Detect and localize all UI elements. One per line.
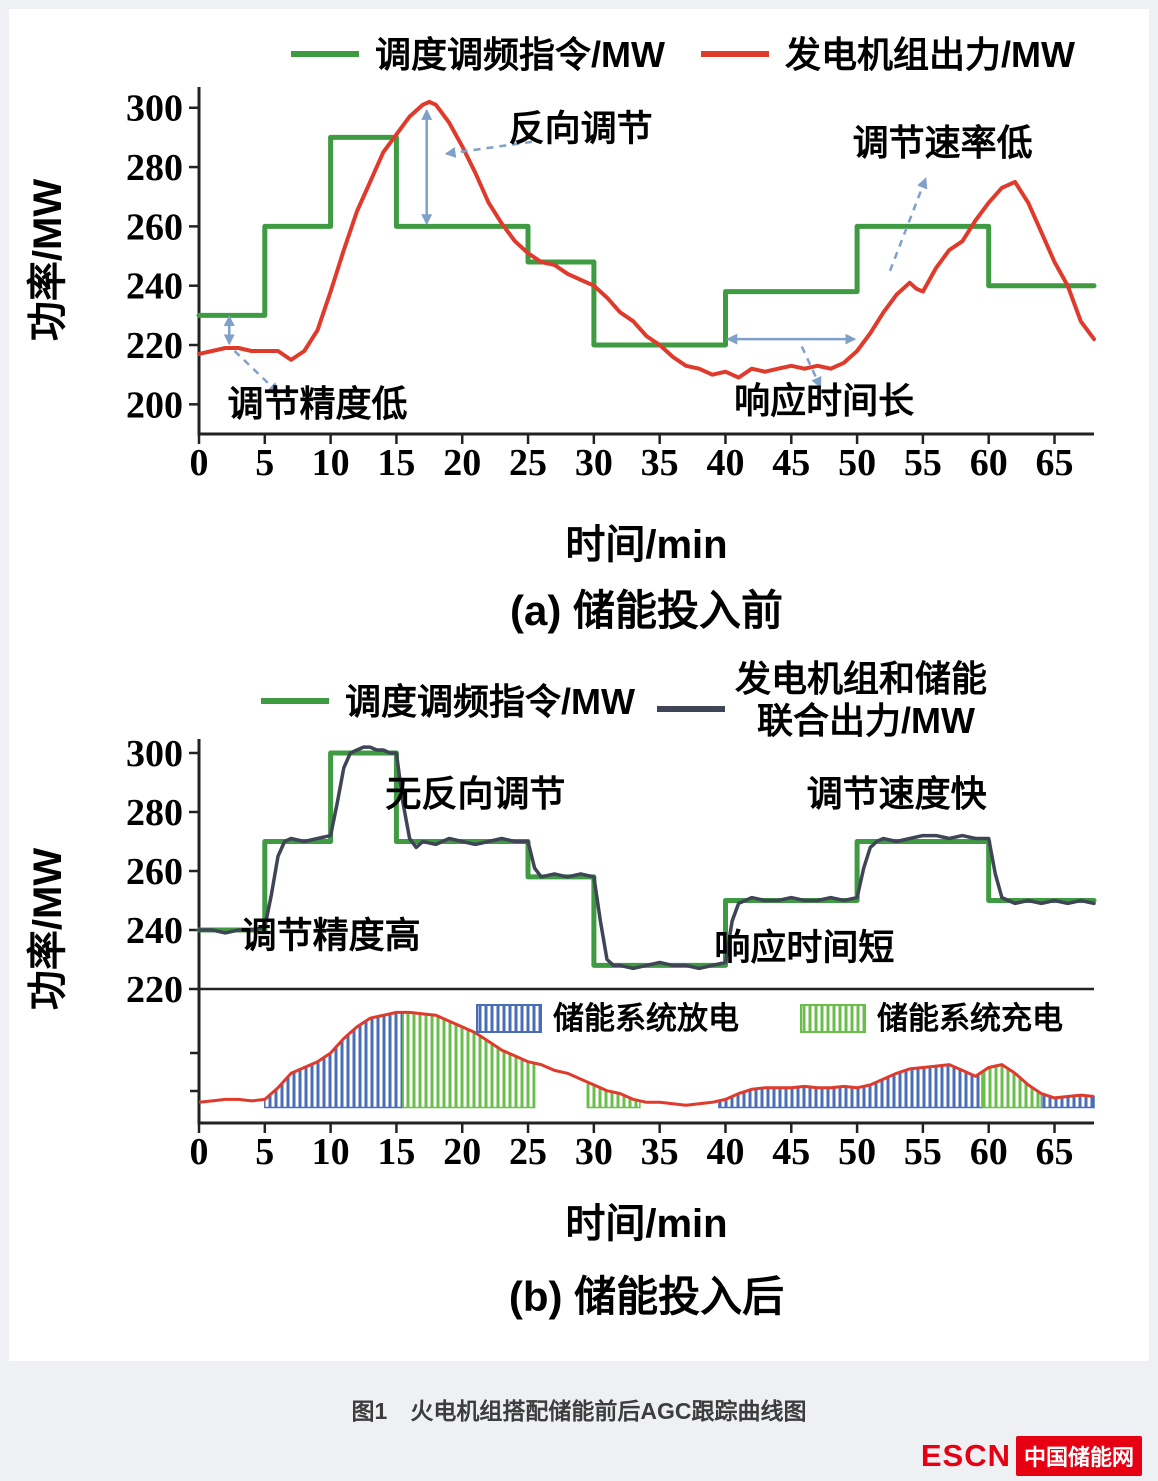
y-axis-label: 功率/MW [26,848,70,1010]
chart-panel-b: 0 5 10 15 20 25 30 35 40 45 50 55 60 65 220 240 260 280 30… [26,658,1097,1320]
figure-card: 0 5 10 15 20 25 30 35 40 45 50 55 60 65 200 220 240 260 28… [9,9,1149,1361]
storage-legend-swatch [800,1004,866,1033]
x-tick-label: 25 [509,1131,547,1173]
legend-label: 发电机组出力/MW [785,34,1075,75]
storage-legend-label: 储能系统放电 [553,1001,739,1036]
x-tick-label: 0 [190,1131,209,1173]
x-tick-label: 5 [255,442,274,484]
x-tick-label: 45 [772,442,810,484]
x-tick-label: 30 [575,1131,613,1173]
storage-strip: 储能系统放电 储能系统充电 [190,1001,1095,1109]
x-tick-label: 10 [312,1131,350,1173]
legend-label: 调度调频指令/MW [375,34,665,75]
x-tick-label: 45 [772,1131,810,1173]
legend-label: 联合出力/MW [757,700,975,741]
y-tick-label: 300 [126,88,183,130]
y-tick-label: 260 [126,851,183,893]
panel-title: (a) 储能投入前 [510,587,783,634]
storage-legend-label: 储能系统充电 [877,1001,1063,1036]
y-tick-label: 240 [126,266,183,308]
annotation-text: 反向调节 [509,107,653,148]
escn-logo: ESCN 中国储能网 [921,1436,1142,1476]
annotation-arrows [223,108,928,394]
panel-title: (b) 储能投入后 [509,1273,784,1320]
y-tick-label: 240 [126,910,183,952]
x-tick-label: 25 [509,442,547,484]
chart-panel-a: 0 5 10 15 20 25 30 35 40 45 50 55 60 65 200 220 240 260 28… [26,34,1097,634]
x-tick-label: 40 [706,1131,744,1173]
x-tick-label: 40 [706,442,744,484]
x-tick-label: 0 [190,442,209,484]
discharge-region [264,1011,404,1109]
x-tick-label: 65 [1036,1131,1074,1173]
y-tick-label: 220 [126,969,183,1011]
x-tick-label: 65 [1036,442,1074,484]
series-command [196,134,1097,348]
y-tick-label: 260 [126,206,183,248]
y-tick-label: 280 [126,147,183,189]
x-tick-label: 5 [255,1131,274,1173]
figure-caption: 图1 火电机组搭配储能前后AGC跟踪曲线图 [351,1398,807,1424]
annotation-text: 调节速度快 [807,773,988,814]
legend-label: 发电机组和储能 [735,658,987,699]
legend: 调度调频指令/MW 发电机组出力/MW [291,34,1075,75]
x-axis-label: 时间/min [565,1202,727,1246]
annotation-text: 响应时间长 [734,380,914,421]
x-tick-label: 30 [575,442,613,484]
axes: 0 5 10 15 20 25 30 35 40 45 50 55 60 65 200 220 240 260 28… [26,87,1094,634]
x-tick-label: 50 [838,442,876,484]
y-tick-label: 280 [126,792,183,834]
annotation-text: 响应时间短 [714,927,894,968]
y-axis-label: 功率/MW [26,179,70,341]
logo-escn-text: ESCN [920,1438,1011,1473]
axes: 0 5 10 15 20 25 30 35 40 45 50 55 60 65 220 240 260 280 30… [26,733,1094,1320]
annotation-text: 调节速率低 [853,122,1033,163]
x-tick-label: 20 [443,1131,481,1173]
y-tick-label: 220 [126,325,183,367]
annotation-text: 无反向调节 [385,773,565,814]
x-tick-label: 15 [377,1131,415,1173]
x-tick-label: 35 [641,442,679,484]
annotation-text: 调节精度高 [241,915,421,956]
x-tick-label: 35 [641,1131,679,1173]
x-tick-label: 20 [443,442,481,484]
x-tick-label: 60 [970,1131,1008,1173]
x-tick-label: 60 [970,442,1008,484]
x-tick-label: 15 [377,442,415,484]
y-tick-label: 300 [126,733,183,775]
legend-label: 调度调频指令/MW [345,681,635,722]
x-tick-label: 55 [904,442,942,484]
annotation-text: 调节精度低 [227,383,407,424]
x-axis-label: 时间/min [565,523,727,567]
x-tick-label: 55 [904,1131,942,1173]
series-output [197,745,1096,971]
storage-legend-swatch [476,1004,542,1033]
storage-power-curve [198,1010,1095,1107]
logo-site-text: 中国储能网 [1015,1436,1142,1476]
x-tick-label: 10 [312,442,350,484]
y-tick-label: 200 [126,384,183,426]
x-tick-label: 50 [838,1131,876,1173]
series-output [197,99,1096,380]
